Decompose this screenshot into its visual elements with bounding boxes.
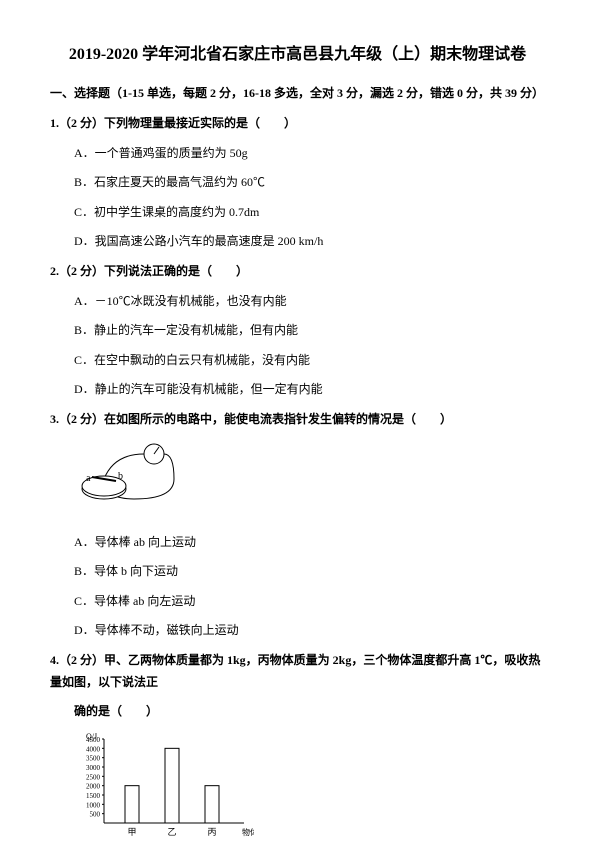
q3-circuit-svg: b a [74, 439, 194, 519]
q2-stem: 2.（2 分）下列说法正确的是（ ） [50, 261, 545, 283]
svg-text:3500: 3500 [86, 754, 101, 762]
q3-option-a: A．导体棒 ab 向上运动 [74, 532, 545, 554]
q1-option-d: D．我国高速公路小汽车的最高速度是 200 km/h [74, 231, 545, 253]
svg-text:500: 500 [90, 810, 101, 818]
q3-label-a: a [86, 473, 91, 484]
q1-option-c: C．初中学生课桌的高度约为 0.7dm [74, 202, 545, 224]
svg-text:甲: 甲 [127, 827, 136, 837]
q4-chart: Q/J50010001500200025003000350040004500甲乙… [74, 731, 545, 846]
svg-text:1000: 1000 [86, 801, 101, 809]
svg-text:物体: 物体 [242, 827, 254, 837]
svg-text:乙: 乙 [167, 827, 176, 837]
q3-text: 3.（2 分）在如图所示的电路中，能使电流表指针发生偏转的情况是（ ） [50, 412, 452, 426]
q2-text: 2.（2 分）下列说法正确的是（ ） [50, 264, 248, 278]
svg-text:4500: 4500 [86, 736, 101, 744]
svg-text:2500: 2500 [86, 773, 101, 781]
q4-stem: 4.（2 分）甲、乙两物体质量都为 1kg，丙物体质量为 2kg，三个物体温度都… [50, 650, 545, 693]
q1-option-a: A．一个普通鸡蛋的质量约为 50g [74, 143, 545, 165]
svg-text:3000: 3000 [86, 764, 101, 772]
q2-option-b: B．静止的汽车一定没有机械能，但有内能 [74, 320, 545, 342]
svg-text:4000: 4000 [86, 745, 101, 753]
page-title: 2019-2020 学年河北省石家庄市高邑县九年级（上）期末物理试卷 [50, 40, 545, 64]
q3-stem: 3.（2 分）在如图所示的电路中，能使电流表指针发生偏转的情况是（ ） [50, 409, 545, 431]
q4-text2: 确的是（ ） [74, 704, 158, 718]
q3-option-c: C．导体棒 ab 向左运动 [74, 591, 545, 613]
q4-bar-svg: Q/J50010001500200025003000350040004500甲乙… [74, 731, 254, 841]
q1-option-b: B．石家庄夏天的最高气温约为 60℃ [74, 172, 545, 194]
svg-text:2000: 2000 [86, 782, 101, 790]
q4-stem2: 确的是（ ） [74, 701, 545, 723]
svg-text:丙: 丙 [207, 827, 216, 837]
q3-label-b: b [118, 471, 123, 482]
q2-option-c: C．在空中飘动的白云只有机械能，没有内能 [74, 350, 545, 372]
svg-text:1500: 1500 [86, 792, 101, 800]
section-header: 一、选择题（1-15 单选，每题 2 分，16-18 多选，全对 3 分，漏选 … [50, 84, 545, 101]
q4-text: 4.（2 分）甲、乙两物体质量都为 1kg，丙物体质量为 2kg，三个物体温度都… [50, 653, 540, 689]
q1-stem: 1.（2 分）下列物理量最接近实际的是（ ） [50, 113, 545, 135]
q1-text: 1.（2 分）下列物理量最接近实际的是（ ） [50, 116, 296, 130]
q3-option-b: B．导体 b 向下运动 [74, 561, 545, 583]
q2-option-d: D．静止的汽车可能没有机械能，但一定有内能 [74, 379, 545, 401]
q3-option-d: D．导体棒不动，磁铁向上运动 [74, 620, 545, 642]
q2-option-a: A．－10℃冰既没有机械能，也没有内能 [74, 291, 545, 313]
q3-diagram: b a [74, 439, 545, 524]
